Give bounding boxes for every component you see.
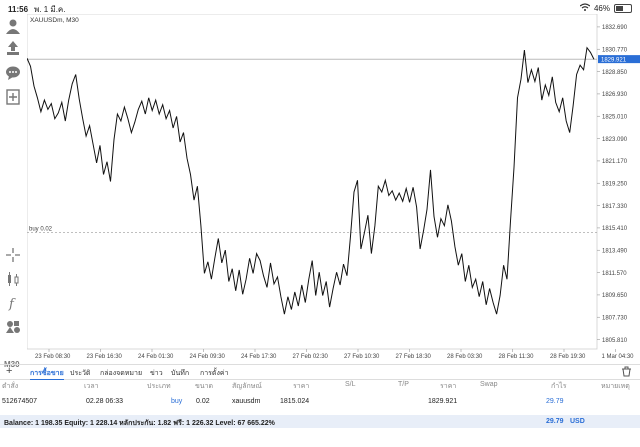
y-axis: 1832.690 1830.770 1828.850 1826.930 1825.010… — [597, 25, 628, 344]
x-axis: 23 Feb 08:30 23 Feb 16:30 24 Feb 01:30 24 F… — [35, 349, 634, 360]
current-price-tag: 1829.921 — [601, 57, 627, 63]
position-open-price: 1815.024 — [280, 398, 310, 405]
tab-settings[interactable]: การตั้งค่า — [200, 370, 229, 377]
x-tick-label: 24 Feb 01:30 — [138, 354, 174, 360]
position-time: 02.28 06:33 — [86, 398, 123, 405]
position-row[interactable]: 512674507 02.28 06:33 buy 0.02 xauusdm 1… — [0, 398, 640, 410]
y-tick-label: 1807.730 — [602, 315, 628, 321]
col-sl: S/L — [345, 381, 356, 388]
plot-area — [26, 13, 598, 350]
balance-profit: 29.79 — [546, 418, 564, 425]
col-tp: T/P — [398, 381, 409, 388]
terminal-panel: + การซื้อขาย ประวัติ กล่องจดหมาย ข่าว บั… — [0, 364, 640, 447]
x-tick-label: 24 Feb 09:30 — [190, 354, 226, 360]
y-tick-label: 1815.410 — [602, 226, 628, 232]
position-ticket: 512674507 — [2, 398, 38, 405]
add-order-button[interactable]: + — [6, 365, 13, 377]
y-tick-label: 1805.810 — [602, 338, 628, 344]
y-tick-label: 1819.250 — [602, 181, 628, 187]
tab-news[interactable]: ข่าว — [150, 370, 163, 377]
battery-icon — [614, 3, 632, 13]
delete-icon[interactable] — [621, 366, 632, 379]
position-size: 0.02 — [196, 398, 210, 405]
x-tick-label: 23 Feb 08:30 — [35, 354, 71, 360]
y-tick-label: 1809.650 — [602, 293, 628, 299]
col-comment: หมายเหตุ — [601, 383, 630, 390]
y-tick-label: 1825.010 — [602, 114, 628, 120]
symbol-label: XAUUSDm, M30 — [30, 17, 79, 24]
current-price-tag-bg — [598, 55, 640, 64]
indicators-icon[interactable]: f — [4, 294, 22, 312]
col-swap: Swap — [480, 381, 498, 388]
col-time: เวลา — [84, 383, 99, 390]
account-icon[interactable] — [4, 17, 22, 35]
y-tick-label: 1832.690 — [602, 25, 628, 31]
x-tick-label: 28 Feb 11:30 — [499, 354, 535, 360]
position-profit: 29.79 — [546, 398, 564, 405]
y-tick-label: 1823.090 — [602, 137, 628, 143]
balance-summary: Balance: 1 198.35 Equity: 1 228.14 หลักป… — [4, 420, 275, 427]
y-tick-label: 1830.770 — [602, 47, 628, 53]
balance-bar: Balance: 1 198.35 Equity: 1 228.14 หลักป… — [0, 415, 640, 428]
x-tick-label: 1 Mar 04:30 — [602, 354, 635, 360]
col-order: ตำสั่ง — [2, 383, 19, 390]
chart-svg[interactable]: XAUUSDm, M30 1832.6901830.7701828.850182… — [26, 13, 640, 364]
status-date: พ. 1 มี.ค. — [34, 5, 66, 14]
chart-lines: 1829.921 buy 0.02 — [26, 46, 640, 315]
y-tick-label: 1811.570 — [602, 271, 627, 277]
status-bar: 11:56 พ. 1 มี.ค. 46% — [0, 0, 640, 14]
x-tick-label: 23 Feb 16:30 — [87, 354, 123, 360]
status-time: 11:56 — [8, 5, 29, 14]
y-tick-label: 1828.850 — [602, 70, 628, 76]
chat-icon[interactable] — [4, 64, 22, 82]
position-current-price: 1829.921 — [428, 398, 458, 405]
terminal-tabs: + การซื้อขาย ประวัติ กล่องจดหมาย ข่าว บั… — [0, 364, 640, 380]
col-price: ราคา — [293, 383, 310, 390]
price-series-line — [26, 46, 595, 315]
tab-history[interactable]: ประวัติ — [70, 370, 91, 377]
battery-percent: 46% — [593, 3, 610, 13]
x-tick-label: 24 Feb 17:30 — [241, 354, 277, 360]
svg-text:f: f — [8, 297, 16, 311]
x-tick-label: 28 Feb 03:30 — [447, 354, 483, 360]
order-line-label: buy 0.02 — [29, 226, 53, 232]
position-symbol: xauusdm — [232, 398, 261, 405]
position-type: buy — [171, 398, 183, 405]
balance-currency: USD — [570, 418, 585, 425]
positions-header: ตำสั่ง เวลา ประเภท ขนาด สัญลักษณ์ ราคา S… — [0, 381, 640, 393]
price-chart[interactable]: XAUUSDm, M30 1832.690 1830.770 1828.850 182… — [26, 13, 640, 364]
new-chart-icon[interactable] — [4, 88, 22, 106]
x-tick-label: 27 Feb 10:30 — [344, 354, 380, 360]
crosshair-icon[interactable] — [4, 246, 22, 264]
col-current-price: ราคา — [440, 383, 457, 390]
x-tick-label: 27 Feb 18:30 — [396, 354, 432, 360]
candles-icon[interactable] — [4, 270, 22, 288]
col-profit: กำไร — [551, 383, 567, 390]
chart-toolbar: f M30 — [0, 14, 27, 369]
col-symbol: สัญลักษณ์ — [232, 383, 262, 390]
col-size: ขนาด — [195, 383, 214, 390]
y-tick-label: 1821.170 — [602, 159, 628, 165]
objects-icon[interactable] — [4, 318, 22, 336]
wifi-icon — [579, 3, 591, 13]
x-tick-label: 27 Feb 02:30 — [293, 354, 329, 360]
y-tick-label: 1826.930 — [602, 92, 628, 98]
tab-journal[interactable]: บันทึก — [171, 370, 190, 377]
y-tick-label: 1817.330 — [602, 204, 628, 210]
tab-mailbox[interactable]: กล่องจดหมาย — [100, 370, 143, 377]
trade-icon[interactable] — [4, 39, 22, 57]
x-tick-label: 28 Feb 19:30 — [550, 354, 586, 360]
tab-trade[interactable]: การซื้อขาย — [30, 368, 64, 380]
col-type: ประเภท — [147, 383, 171, 390]
y-tick-label: 1813.490 — [602, 248, 628, 254]
